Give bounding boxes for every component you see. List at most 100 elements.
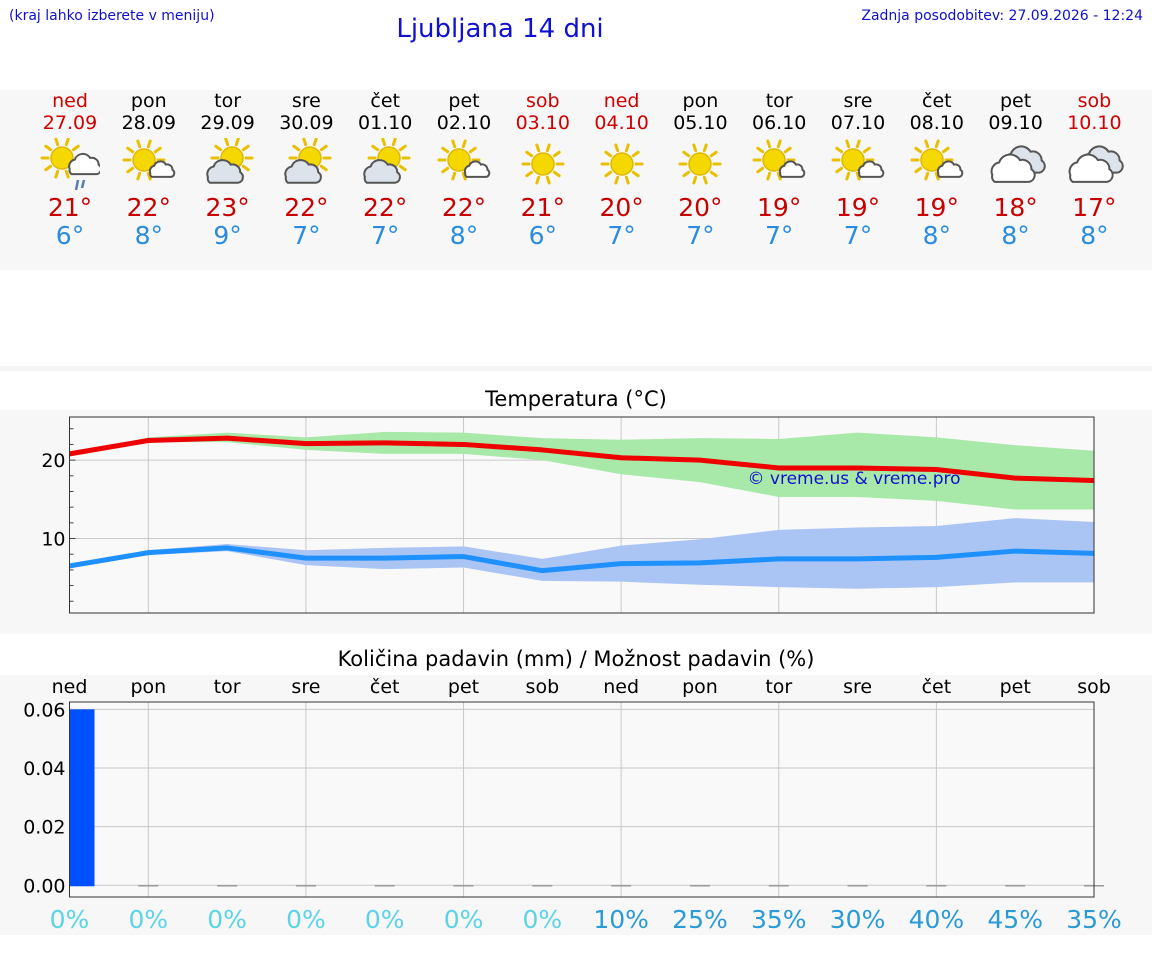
day-column: pet 09.10 18° 8° bbox=[976, 90, 1055, 250]
precipitation-probability-label: 40% bbox=[909, 905, 965, 934]
precipitation-chart-title: Količina padavin (mm) / Možnost padavin … bbox=[337, 647, 815, 671]
day-name: čet bbox=[370, 90, 400, 112]
day-date: 08.10 bbox=[909, 112, 964, 134]
day-name: pon bbox=[682, 90, 719, 112]
temperature-chart: 10 20 © vreme.us & vreme.pro bbox=[41, 416, 1095, 614]
precipitation-probability-label: 0% bbox=[128, 905, 168, 934]
precipitation-probability-label: 45% bbox=[987, 905, 1043, 934]
precipitation-probability-label: 0% bbox=[50, 905, 90, 934]
plot-frame bbox=[69, 416, 1095, 614]
day-label: ned bbox=[603, 676, 639, 698]
max-temperature: 19° bbox=[757, 193, 802, 222]
max-temperature: 22° bbox=[441, 193, 487, 222]
max-temperature: 17° bbox=[1072, 193, 1117, 222]
page-title: Ljubljana 14 dni bbox=[396, 14, 604, 44]
max-temperature: 20° bbox=[599, 193, 644, 222]
day-date: 30.09 bbox=[279, 112, 334, 134]
max-temperature: 22° bbox=[363, 193, 408, 222]
day-date: 06.10 bbox=[751, 112, 807, 134]
day-label: sob bbox=[526, 676, 560, 698]
day-name: ned bbox=[52, 90, 88, 112]
sun-cloud-icon bbox=[363, 138, 411, 184]
plot-area bbox=[69, 702, 1094, 897]
day-date: 04.10 bbox=[594, 112, 649, 134]
day-column: tor 29.09 23° 9° bbox=[188, 90, 267, 250]
day-label: pet bbox=[1000, 676, 1031, 698]
spacer-band bbox=[0, 270, 1152, 371]
max-temperature: 19° bbox=[835, 193, 881, 222]
precipitation-probability-label: 0% bbox=[207, 905, 247, 934]
day-column: pet 02.10 22° 8° bbox=[425, 90, 504, 250]
min-temperature: 6° bbox=[528, 221, 557, 250]
sun-icon bbox=[600, 143, 644, 185]
day-name: čet bbox=[922, 90, 952, 112]
day-column: tor 06.10 19° 7° bbox=[740, 90, 819, 250]
day-column: ned 04.10 20° 7° bbox=[582, 90, 661, 250]
day-label: čet bbox=[922, 676, 952, 698]
max-temperature: 18° bbox=[993, 193, 1038, 222]
precipitation-probability-label: 30% bbox=[830, 905, 886, 934]
day-name: sob bbox=[526, 90, 560, 112]
max-temperature: 23° bbox=[205, 193, 250, 222]
day-label: pon bbox=[130, 676, 166, 698]
max-temperature: 19° bbox=[914, 193, 959, 222]
min-temperature: 8° bbox=[1080, 221, 1109, 250]
cloud-icon bbox=[990, 145, 1046, 183]
day-label: tor bbox=[214, 676, 241, 698]
y-tick-label: 20 bbox=[41, 450, 65, 472]
day-name: ned bbox=[603, 90, 640, 112]
day-column: sre 30.09 22° 7° bbox=[267, 90, 346, 250]
min-temperature: 9° bbox=[213, 221, 242, 250]
day-date: 07.10 bbox=[830, 112, 886, 134]
day-column: ned 27.09 21° 6° bbox=[31, 90, 110, 250]
precipitation-probability-label: 0% bbox=[365, 905, 405, 934]
day-date: 03.10 bbox=[515, 112, 570, 134]
day-name: pet bbox=[448, 90, 480, 112]
day-name: sob bbox=[1077, 90, 1112, 112]
day-name: pet bbox=[999, 90, 1032, 112]
day-date: 28.09 bbox=[121, 112, 176, 134]
day-name: sre bbox=[843, 90, 873, 112]
sun-small-cloud-icon bbox=[752, 139, 806, 181]
sun-icon bbox=[678, 143, 722, 185]
temperature-chart-title: Temperatura (°C) bbox=[485, 387, 667, 411]
sun-small-cloud-icon bbox=[122, 139, 175, 181]
day-date: 29.09 bbox=[200, 112, 255, 134]
day-column: sob 10.10 17° 8° bbox=[1055, 90, 1134, 250]
min-temperature: 8° bbox=[1001, 221, 1030, 250]
min-temperature: 8° bbox=[449, 221, 479, 250]
plot-frame bbox=[69, 701, 1095, 898]
day-label: ned bbox=[52, 676, 88, 698]
min-temperature-line bbox=[69, 545, 1095, 574]
day-column: pon 28.09 22° 8° bbox=[109, 90, 188, 250]
precipitation-probability-label: 0% bbox=[444, 905, 484, 934]
sun-cloud-icon bbox=[284, 138, 332, 184]
day-date: 09.10 bbox=[988, 112, 1043, 134]
day-label: sob bbox=[1077, 676, 1111, 698]
min-temperature: 7° bbox=[607, 221, 636, 250]
precipitation-probability-label: 25% bbox=[672, 905, 728, 934]
day-label: sre bbox=[843, 676, 872, 698]
day-name: sre bbox=[291, 90, 321, 112]
max-temperature-line bbox=[69, 435, 1095, 484]
y-tick-label: 0.06 bbox=[23, 699, 65, 721]
max-temperature: 20° bbox=[678, 193, 723, 222]
min-temperature: 7° bbox=[686, 221, 715, 250]
day-date: 05.10 bbox=[673, 112, 728, 134]
sun-small-cloud-icon bbox=[831, 139, 885, 181]
day-label: sre bbox=[291, 676, 320, 698]
precipitation-bar bbox=[69, 709, 95, 887]
cloud-icon bbox=[1069, 145, 1125, 183]
day-column: čet 01.10 22° 7° bbox=[346, 90, 425, 250]
day-label: pon bbox=[682, 676, 718, 698]
sun-small-cloud-icon bbox=[910, 139, 963, 181]
day-name: tor bbox=[214, 90, 242, 112]
watermark-text: © vreme.us & vreme.pro bbox=[747, 469, 960, 489]
daily-forecast-strip bbox=[0, 90, 1152, 270]
day-date: 27.09 bbox=[42, 112, 98, 134]
min-temperature: 7° bbox=[843, 221, 873, 250]
min-temperature: 8° bbox=[134, 221, 163, 250]
min-temperature: 6° bbox=[55, 221, 85, 250]
sun-icon bbox=[521, 143, 565, 185]
min-temperature: 7° bbox=[292, 221, 321, 250]
